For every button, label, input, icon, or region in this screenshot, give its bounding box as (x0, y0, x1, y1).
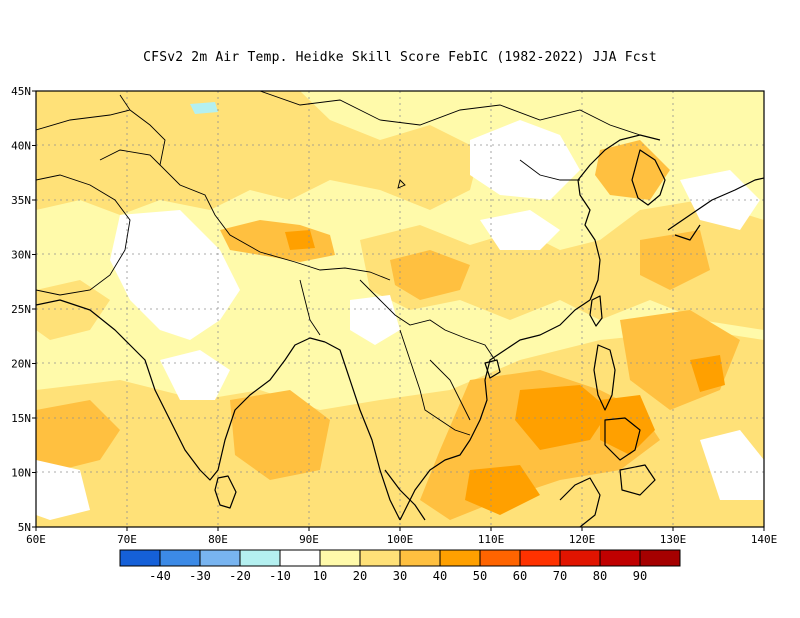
lat-tick-label: 5N (18, 521, 31, 534)
shade-white-west (36, 460, 90, 520)
shade-40-50-phil (600, 395, 655, 455)
legend-label: 20 (353, 569, 367, 583)
coast-borneo (559, 477, 601, 527)
legend-label: 50 (473, 569, 487, 583)
coast-luzon (593, 344, 616, 411)
shade-negative-speck (190, 102, 218, 114)
legend-label: -30 (189, 569, 211, 583)
shade-30-40-china (390, 250, 470, 300)
shade-white-china-n (470, 120, 580, 200)
legend-color-box (199, 549, 241, 567)
shade-white-india (110, 210, 240, 340)
coast-burma-thai (324, 299, 591, 521)
coast-mindanao (619, 464, 656, 496)
legend-label: 60 (513, 569, 527, 583)
shade-white-india-s (160, 350, 230, 400)
legend-label: 10 (313, 569, 327, 583)
legend-color-box (119, 549, 161, 567)
shade-20-30-west (36, 280, 110, 340)
legend-color-box (439, 549, 481, 567)
legend-label: 90 (633, 569, 647, 583)
lon-tick-label: 70E (117, 533, 137, 546)
lon-tick-label: 130E (660, 533, 687, 546)
shade-40-50-tibet (285, 230, 315, 250)
legend-label: -20 (229, 569, 251, 583)
shade-40-50-scs (515, 385, 610, 450)
map-title: CFSv2 2m Air Temp. Heidke Skill Score Fe… (143, 50, 657, 65)
coast-hainan (484, 359, 501, 379)
legend-color-box (639, 549, 681, 567)
legend-color-box (319, 549, 361, 567)
legend-label: 70 (553, 569, 567, 583)
lat-axis: 45N 40N 35N 30N 25N 20N 15N 10N 5N (11, 85, 36, 534)
coast-taiwan (589, 295, 603, 327)
lat-tick-label: 30N (11, 249, 31, 262)
lat-tick-label: 15N (11, 412, 31, 425)
borders (36, 91, 641, 436)
lon-tick-label: 140E (751, 533, 778, 546)
coast-india (36, 299, 326, 481)
legend-label: 40 (433, 569, 447, 583)
legend-label: -10 (269, 569, 291, 583)
shade-20-30-central (360, 200, 764, 330)
lat-tick-label: 35N (11, 194, 31, 207)
grid-lines (36, 91, 764, 527)
lon-tick-label: 110E (478, 533, 505, 546)
legend-color-box (519, 549, 561, 567)
shade-20-30-north (36, 91, 480, 215)
coast-srilanka (214, 475, 237, 509)
lat-tick-label: 45N (11, 85, 31, 98)
legend-color-box (559, 549, 601, 567)
shade-30-40-seasia (36, 400, 120, 470)
coast-china (577, 134, 661, 301)
shade-30-40-eastpac (640, 230, 710, 290)
legend-label: 30 (393, 569, 407, 583)
lon-tick-label: 60E (26, 533, 46, 546)
lon-axis: 60E 70E 80E 90E 100E 110E 120E 130E 140E (26, 527, 777, 546)
coast-visayas (604, 417, 641, 461)
legend-color-box (399, 549, 441, 567)
lat-tick-label: 10N (11, 467, 31, 480)
lat-tick-label: 40N (11, 140, 31, 153)
coastlines (36, 134, 764, 527)
coast-sumatra (384, 469, 426, 521)
shade-30-40-bay (230, 390, 330, 480)
legend-boxes (119, 549, 681, 567)
legend-color-box (479, 549, 521, 567)
shade-white-pacific (700, 430, 764, 500)
shade-40-50-pac (690, 355, 725, 392)
legend-color-box (159, 549, 201, 567)
legend-color-box (239, 549, 281, 567)
legend-color-box (279, 549, 321, 567)
legend-label: 80 (593, 569, 607, 583)
lon-tick-label: 120E (569, 533, 596, 546)
lon-tick-label: 80E (208, 533, 228, 546)
lat-tick-label: 20N (11, 358, 31, 371)
shade-white-china-c (480, 210, 560, 250)
legend-color-box (359, 549, 401, 567)
shade-40-50-java (465, 465, 540, 515)
shade-30-40-korea (595, 140, 670, 200)
legend-labels: -40 -30 -20 -10 10 20 30 40 50 60 70 80 90 (149, 569, 647, 583)
coast-japan (667, 177, 764, 241)
legend-label: -40 (149, 569, 171, 583)
legend-color-box (599, 549, 641, 567)
coast-korea (631, 149, 666, 206)
lon-tick-label: 90E (299, 533, 319, 546)
lat-tick-label: 25N (11, 303, 31, 316)
lon-tick-label: 100E (387, 533, 414, 546)
